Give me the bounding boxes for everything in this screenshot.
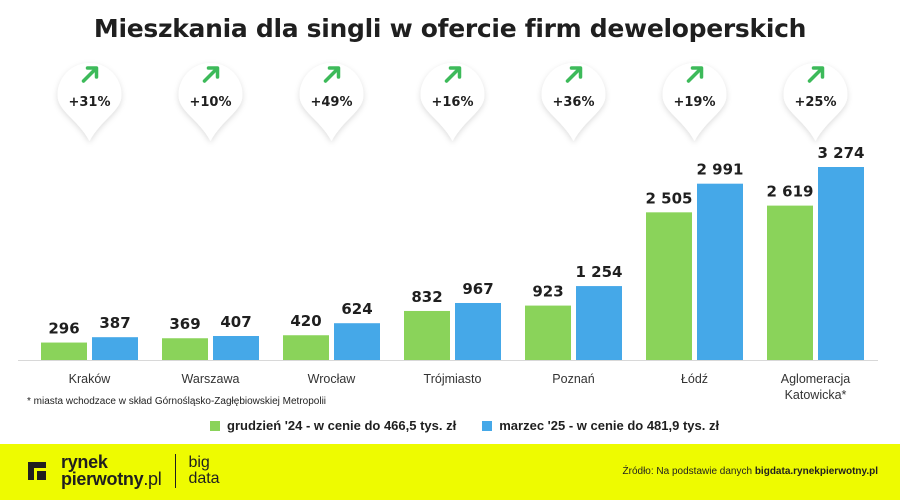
data-label-1-7: 2 619: [767, 183, 814, 201]
legend-swatch-series-2: [482, 420, 493, 431]
bar-1-2: [162, 338, 208, 360]
change-badge-shape-5: [541, 63, 606, 141]
change-label-3: +49%: [310, 95, 352, 110]
arrow-up-right-icon: [81, 66, 99, 83]
bar-chart: 296 387 Kraków +31% 369 407 Warszawa +10% 420 624…: [18, 63, 878, 402]
data-label-1-1: 296: [48, 320, 79, 338]
data-label-2-2: 407: [220, 313, 251, 331]
footnote: * miasta wchodzace w skład Górnośląsko-Z…: [27, 396, 327, 407]
bar-1-1: [41, 342, 87, 360]
change-badge-shape-6: [662, 63, 727, 141]
footer-bar: rynek pierwotny.pl big data Źródło: Na p…: [0, 444, 900, 500]
category-label-7-line-1: Aglomeracja: [781, 372, 851, 386]
change-label-6: +19%: [673, 95, 715, 110]
bar-2-4: [455, 302, 501, 360]
bar-1-4: [404, 310, 450, 360]
arrow-up-right-icon: [565, 66, 583, 83]
change-badge-shape-2: [178, 63, 243, 141]
change-label-5: +36%: [552, 95, 594, 110]
change-badge-2: +10%: [178, 63, 243, 141]
change-badge-shape-7: [783, 63, 848, 141]
bar-2-5: [576, 286, 622, 360]
data-label-1-5: 923: [532, 283, 563, 301]
bar-1-3: [283, 335, 329, 360]
data-label-2-1: 387: [99, 314, 130, 332]
change-badge-shape-1: [57, 63, 122, 141]
arrow-up-right-icon: [202, 66, 220, 83]
logo-mark-icon: [28, 462, 46, 480]
bigdata-line-2: data: [188, 470, 220, 487]
data-label-1-6: 2 505: [646, 189, 693, 207]
bar-2-7: [818, 167, 864, 360]
category-label-7-line-2: Katowicka*: [785, 388, 847, 402]
source-site: bigdata.rynekpierwotny.pl: [754, 466, 878, 477]
bar-2-6: [697, 183, 743, 360]
logo: rynek pierwotny.pl big data: [22, 452, 220, 489]
change-label-7: +25%: [794, 95, 836, 110]
source-note: Źródło: Na podstawie danych bigdata.ryne…: [623, 466, 878, 477]
category-label-5: Poznań: [552, 372, 594, 386]
change-badge-3: +49%: [299, 63, 364, 141]
legend-label-series-2: marzec '25 - w cenie do 481,9 tys. zł: [499, 418, 720, 433]
data-label-2-5: 1 254: [576, 263, 623, 281]
legend-swatch-series-1: [210, 420, 220, 431]
legend-item-series-2: marzec '25 - w cenie do 481,9 tys. zł: [482, 418, 719, 433]
category-label-1: Kraków: [69, 372, 112, 386]
change-badge-4: +16%: [420, 63, 485, 141]
bigdata-logo: big data: [188, 455, 219, 487]
data-label-2-4: 967: [462, 280, 493, 298]
data-label-1-3: 420: [290, 312, 321, 330]
category-label-6: Łódź: [681, 372, 708, 386]
arrow-up-right-icon: [444, 66, 462, 83]
category-label-4: Trójmiasto: [424, 372, 482, 386]
bar-1-7: [767, 205, 813, 360]
change-badge-1: +31%: [57, 63, 122, 141]
logo-suffix: .pl: [143, 469, 162, 489]
legend: grudzień '24 - w cenie do 466,5 tys. zł …: [210, 418, 719, 433]
data-label-1-4: 832: [411, 288, 442, 306]
bar-2-2: [213, 336, 259, 360]
bigdata-line-1: big: [188, 454, 210, 471]
bar-1-5: [525, 305, 571, 360]
bar-2-3: [334, 323, 380, 360]
bar-1-6: [646, 212, 692, 360]
change-badge-shape-3: [299, 63, 364, 141]
logo-line-1: rynek: [61, 452, 108, 472]
change-label-4: +16%: [431, 95, 473, 110]
arrow-up-right-icon: [323, 66, 341, 83]
data-label-1-2: 369: [169, 315, 200, 333]
change-badge-shape-4: [420, 63, 485, 141]
logo-line-2: pierwotny: [61, 469, 144, 489]
legend-item-series-1: grudzień '24 - w cenie do 466,5 tys. zł: [210, 418, 456, 433]
arrow-up-right-icon: [686, 66, 704, 83]
change-badge-6: +19%: [662, 63, 727, 141]
change-badge-7: +25%: [783, 63, 848, 141]
change-label-2: +10%: [189, 95, 231, 110]
logo-text: rynek pierwotny.pl: [61, 452, 162, 489]
arrow-up-right-icon: [807, 66, 825, 83]
data-label-2-6: 2 991: [697, 161, 744, 179]
category-label-3: Wrocław: [308, 372, 357, 386]
change-badge-5: +36%: [541, 63, 606, 141]
legend-label-series-1: grudzień '24 - w cenie do 466,5 tys. zł: [227, 418, 457, 433]
data-label-2-3: 624: [341, 300, 372, 318]
logo-divider: [175, 454, 177, 488]
category-label-2: Warszawa: [182, 372, 240, 386]
source-prefix: Źródło: Na podstawie danych: [622, 466, 753, 477]
data-label-2-7: 3 274: [818, 144, 865, 162]
bar-2-1: [92, 337, 138, 360]
change-label-1: +31%: [68, 95, 110, 110]
chart-title: Mieszkania dla singli w ofercie firm dew…: [93, 14, 807, 43]
